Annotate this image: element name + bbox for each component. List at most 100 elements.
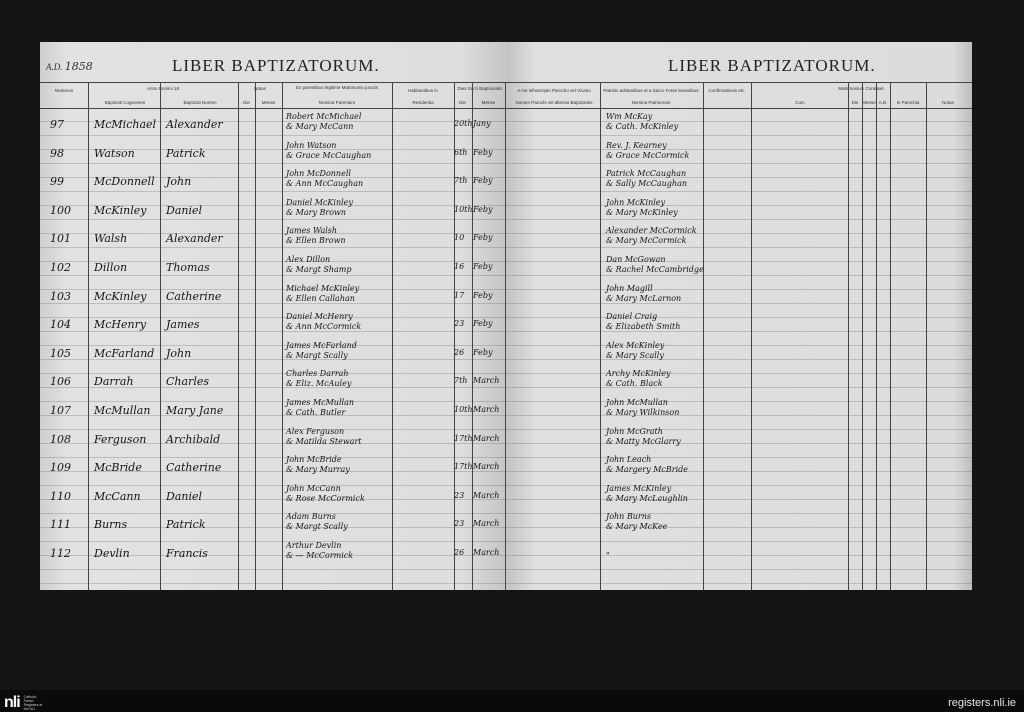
father-name: James McMullan xyxy=(286,398,354,407)
father-name: Alex Ferguson xyxy=(286,426,345,436)
father-name: Arthur Devlin xyxy=(286,541,342,550)
entry-number: 108 xyxy=(50,432,71,446)
father-name: John Watson xyxy=(286,140,337,150)
sponsor-1: Daniel Craig xyxy=(606,312,658,322)
father-name: Robert McMichael xyxy=(286,112,362,121)
baptized-name: Patrick xyxy=(166,146,206,160)
father-name: Daniel McHenry xyxy=(286,312,353,322)
father-name: Adam Burns xyxy=(286,512,336,522)
father-name: Daniel McKinley xyxy=(286,197,353,207)
sponsor-2: & Margery McBride xyxy=(606,465,688,475)
entry-number: 101 xyxy=(50,232,71,246)
sponsor-2: & Mary McCormick xyxy=(606,236,687,246)
father-name: James McFarland xyxy=(286,340,357,350)
sponsor-1: John McMullan xyxy=(606,398,668,407)
right-page: LIBER BAPTIZATORUM. A me infrascripto Pa… xyxy=(508,42,972,590)
baptized-name: Francis xyxy=(166,547,208,560)
entry-number: 107 xyxy=(50,404,71,417)
left-page: A.D. 1858 LIBER BAPTIZATORUM. Numerus An… xyxy=(40,42,508,590)
sponsor-2: & Mary McKee xyxy=(606,522,668,532)
baptized-name: Daniel xyxy=(166,203,203,217)
baptized-surname: McDonnell xyxy=(94,175,155,189)
mother-name: & Mary McCann xyxy=(286,122,354,131)
baptism-month: Feby xyxy=(473,233,493,243)
baptized-name: Alexander xyxy=(166,118,223,131)
baptism-month: Feby xyxy=(473,147,493,157)
baptized-name: Catherine xyxy=(166,289,222,303)
baptized-name: Patrick xyxy=(166,518,206,532)
sponsor-2: & Grace McCormick xyxy=(606,150,690,160)
entry-number: 109 xyxy=(50,461,71,475)
mother-name: & Ellen Callahan xyxy=(286,293,355,303)
sponsor-2: " xyxy=(606,551,610,560)
baptized-surname: McBride xyxy=(94,461,142,475)
mother-name: & Margt Scally xyxy=(286,350,348,360)
baptized-surname: Watson xyxy=(94,146,135,160)
mother-name: & Ann McCaughan xyxy=(286,179,364,189)
baptism-month: March xyxy=(473,433,500,443)
sponsor-1: Dan McGowan xyxy=(606,255,666,264)
baptism-month: Feby xyxy=(473,204,493,214)
entry-number: 105 xyxy=(50,346,71,360)
baptized-name: Archibald xyxy=(166,432,221,446)
register-scan: A.D. 1858 LIBER BAPTIZATORUM. Numerus An… xyxy=(40,42,972,590)
page-title: LIBER BAPTIZATORUM. xyxy=(172,56,380,75)
baptism-month: Feby xyxy=(473,262,493,271)
baptized-name: John xyxy=(166,175,192,189)
baptism-day: 10 xyxy=(454,233,465,243)
mother-name: & Mary Brown xyxy=(286,207,347,217)
sponsor-1: John Magill xyxy=(606,283,653,293)
baptism-day: 23 xyxy=(454,519,465,529)
baptized-surname: McKinley xyxy=(94,203,147,217)
baptized-surname: Darrah xyxy=(94,375,134,389)
baptized-surname: McCann xyxy=(94,489,141,503)
mother-name: & Margt Shamp xyxy=(286,265,352,274)
baptized-surname: McFarland xyxy=(94,346,155,360)
baptized-name: Thomas xyxy=(166,261,210,274)
baptism-month: March xyxy=(473,376,500,386)
baptism-month: March xyxy=(473,519,500,529)
baptism-day: 23 xyxy=(454,319,465,329)
baptized-surname: Dillon xyxy=(94,261,128,274)
father-name: John McBride xyxy=(286,455,342,465)
baptism-day: 16 xyxy=(454,262,465,271)
mother-name: & Ann McCormick xyxy=(286,322,362,332)
baptized-surname: McKinley xyxy=(94,289,147,303)
sponsor-2: & Elizabeth Smith xyxy=(606,322,681,332)
baptism-day: 17th xyxy=(454,462,473,472)
mother-name: & Ellen Brown xyxy=(286,236,346,246)
mother-name: & — McCormick xyxy=(286,551,354,560)
entry-number: 110 xyxy=(50,489,71,503)
father-name: James Walsh xyxy=(286,226,338,236)
baptized-name: Catherine xyxy=(166,461,222,475)
father-name: John McDonnell xyxy=(286,169,351,179)
sponsor-2: & Mary McLaughlin xyxy=(606,493,688,503)
baptized-surname: Ferguson xyxy=(94,432,147,446)
entry-number: 111 xyxy=(50,518,71,532)
baptism-day: 6th xyxy=(454,147,468,157)
baptism-month: March xyxy=(473,462,500,472)
baptism-month: Jany xyxy=(473,119,491,128)
baptism-month: March xyxy=(473,405,500,414)
father-name: Michael McKinley xyxy=(286,283,360,293)
entry-number: 106 xyxy=(50,375,71,389)
baptized-surname: Burns xyxy=(94,518,128,532)
sponsor-2: & Mary McLarnon xyxy=(606,293,682,303)
baptized-surname: Devlin xyxy=(94,547,130,560)
sponsor-1: Archy McKinley xyxy=(606,369,671,379)
entry-number: 104 xyxy=(50,318,71,332)
site-url[interactable]: registers.nli.ie xyxy=(948,697,1016,709)
sponsor-1: Rev. J. Kearney xyxy=(606,140,667,150)
mother-name: & Matilda Stewart xyxy=(286,436,362,446)
entry-number: 99 xyxy=(50,175,64,189)
baptism-day: 23 xyxy=(454,490,465,500)
baptism-month: March xyxy=(473,548,500,557)
baptism-day: 17 xyxy=(454,290,465,300)
baptized-surname: McHenry xyxy=(94,318,147,332)
baptized-name: Mary Jane xyxy=(166,404,224,417)
sponsor-2: & Cath. McKinley xyxy=(606,122,679,131)
page-title-right: LIBER BAPTIZATORUM. xyxy=(668,56,876,75)
baptized-surname: McMullan xyxy=(94,404,151,417)
baptized-surname: McMichael xyxy=(94,118,157,131)
entry-number: 103 xyxy=(50,289,71,303)
